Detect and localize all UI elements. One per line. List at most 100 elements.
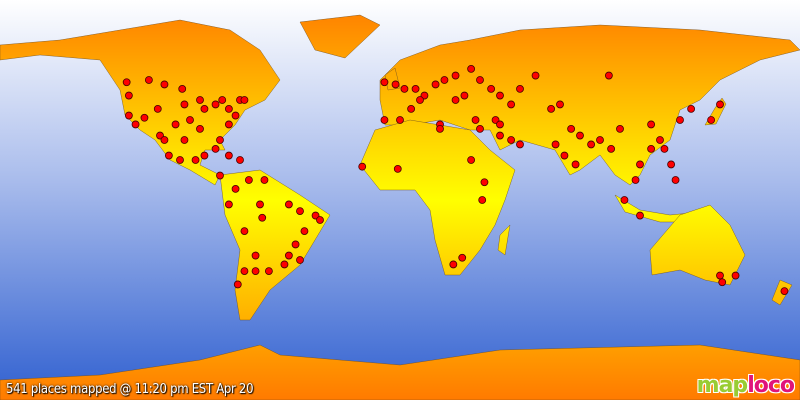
place-marker <box>240 267 249 276</box>
antarctica <box>0 344 800 400</box>
place-marker <box>636 160 644 169</box>
place-marker <box>567 124 576 133</box>
place-marker <box>380 78 389 87</box>
places-count-caption: 541 places mapped @ 11:20 pm EST Apr 20 <box>6 382 254 397</box>
place-marker <box>507 136 516 144</box>
place-marker <box>296 256 304 264</box>
place-marker <box>587 140 596 149</box>
place-marker <box>251 267 260 276</box>
place-marker <box>436 124 444 133</box>
place-marker <box>496 131 504 140</box>
place-marker <box>596 136 604 144</box>
place-marker <box>224 120 233 129</box>
greenland <box>299 14 381 59</box>
place-marker <box>196 124 204 133</box>
place-marker <box>647 120 656 129</box>
place-marker <box>180 136 189 144</box>
place-marker <box>718 278 727 287</box>
place-marker <box>478 196 487 204</box>
place-marker <box>676 116 684 124</box>
place-marker <box>358 162 367 171</box>
place-marker <box>391 80 400 89</box>
place-marker <box>216 171 224 180</box>
place-marker <box>480 178 489 187</box>
place-marker <box>647 144 656 153</box>
place-marker <box>200 151 209 160</box>
place-marker <box>467 156 476 164</box>
place-marker <box>211 144 220 153</box>
place-marker <box>451 71 460 80</box>
place-marker <box>300 227 309 236</box>
place-marker <box>620 196 629 204</box>
place-marker <box>264 267 273 276</box>
logo-part-loco: loco <box>747 373 795 398</box>
place-marker <box>260 176 269 184</box>
place-marker <box>660 144 669 153</box>
place-marker <box>460 91 469 100</box>
place-marker <box>687 104 696 113</box>
place-marker <box>144 76 153 84</box>
place-marker <box>122 78 131 87</box>
place-marker <box>186 116 194 124</box>
place-marker <box>224 104 233 113</box>
place-marker <box>467 64 476 73</box>
place-marker <box>258 213 267 222</box>
place-marker <box>487 84 496 93</box>
place-marker <box>496 91 504 100</box>
place-marker <box>496 120 504 129</box>
place-marker <box>656 136 664 144</box>
place-marker <box>476 76 484 84</box>
place-marker <box>671 176 680 184</box>
place-marker <box>380 116 389 124</box>
place-marker <box>431 80 440 89</box>
place-marker <box>471 116 480 124</box>
place-marker <box>284 200 293 209</box>
place-marker <box>393 164 402 173</box>
place-marker <box>416 96 424 104</box>
place-marker <box>244 176 253 184</box>
place-marker <box>616 124 624 133</box>
place-marker <box>124 111 133 120</box>
place-marker <box>178 84 187 93</box>
place-marker <box>716 100 724 109</box>
place-marker <box>291 240 300 249</box>
place-marker <box>176 156 184 164</box>
maploco-logo[interactable]: maploco <box>696 373 795 398</box>
place-marker <box>780 287 789 296</box>
place-marker <box>604 71 613 80</box>
australia <box>649 204 746 286</box>
place-marker <box>560 151 569 160</box>
place-marker <box>124 91 133 100</box>
place-marker <box>240 227 249 236</box>
place-marker <box>251 251 260 260</box>
place-marker <box>576 131 584 140</box>
place-marker <box>411 84 420 93</box>
place-marker <box>191 156 200 164</box>
madagascar <box>497 224 511 256</box>
place-marker <box>280 260 289 269</box>
place-marker <box>211 100 220 109</box>
place-marker <box>316 216 324 224</box>
place-marker <box>153 104 162 113</box>
place-marker <box>396 116 404 124</box>
place-marker <box>240 96 249 104</box>
place-marker <box>160 136 169 144</box>
place-marker <box>716 271 724 280</box>
place-marker <box>731 271 740 280</box>
logo-part-map: map <box>696 373 749 398</box>
place-marker <box>218 96 227 104</box>
place-marker <box>516 84 524 93</box>
place-marker <box>236 156 244 164</box>
place-marker <box>571 160 580 169</box>
place-marker <box>231 184 240 193</box>
place-marker <box>556 100 564 109</box>
place-marker <box>140 113 149 122</box>
place-marker <box>551 140 560 149</box>
place-marker <box>400 84 409 93</box>
place-marker <box>164 151 173 160</box>
place-marker <box>224 151 233 160</box>
place-marker <box>531 71 540 80</box>
place-marker <box>516 140 524 149</box>
place-marker <box>231 111 240 120</box>
